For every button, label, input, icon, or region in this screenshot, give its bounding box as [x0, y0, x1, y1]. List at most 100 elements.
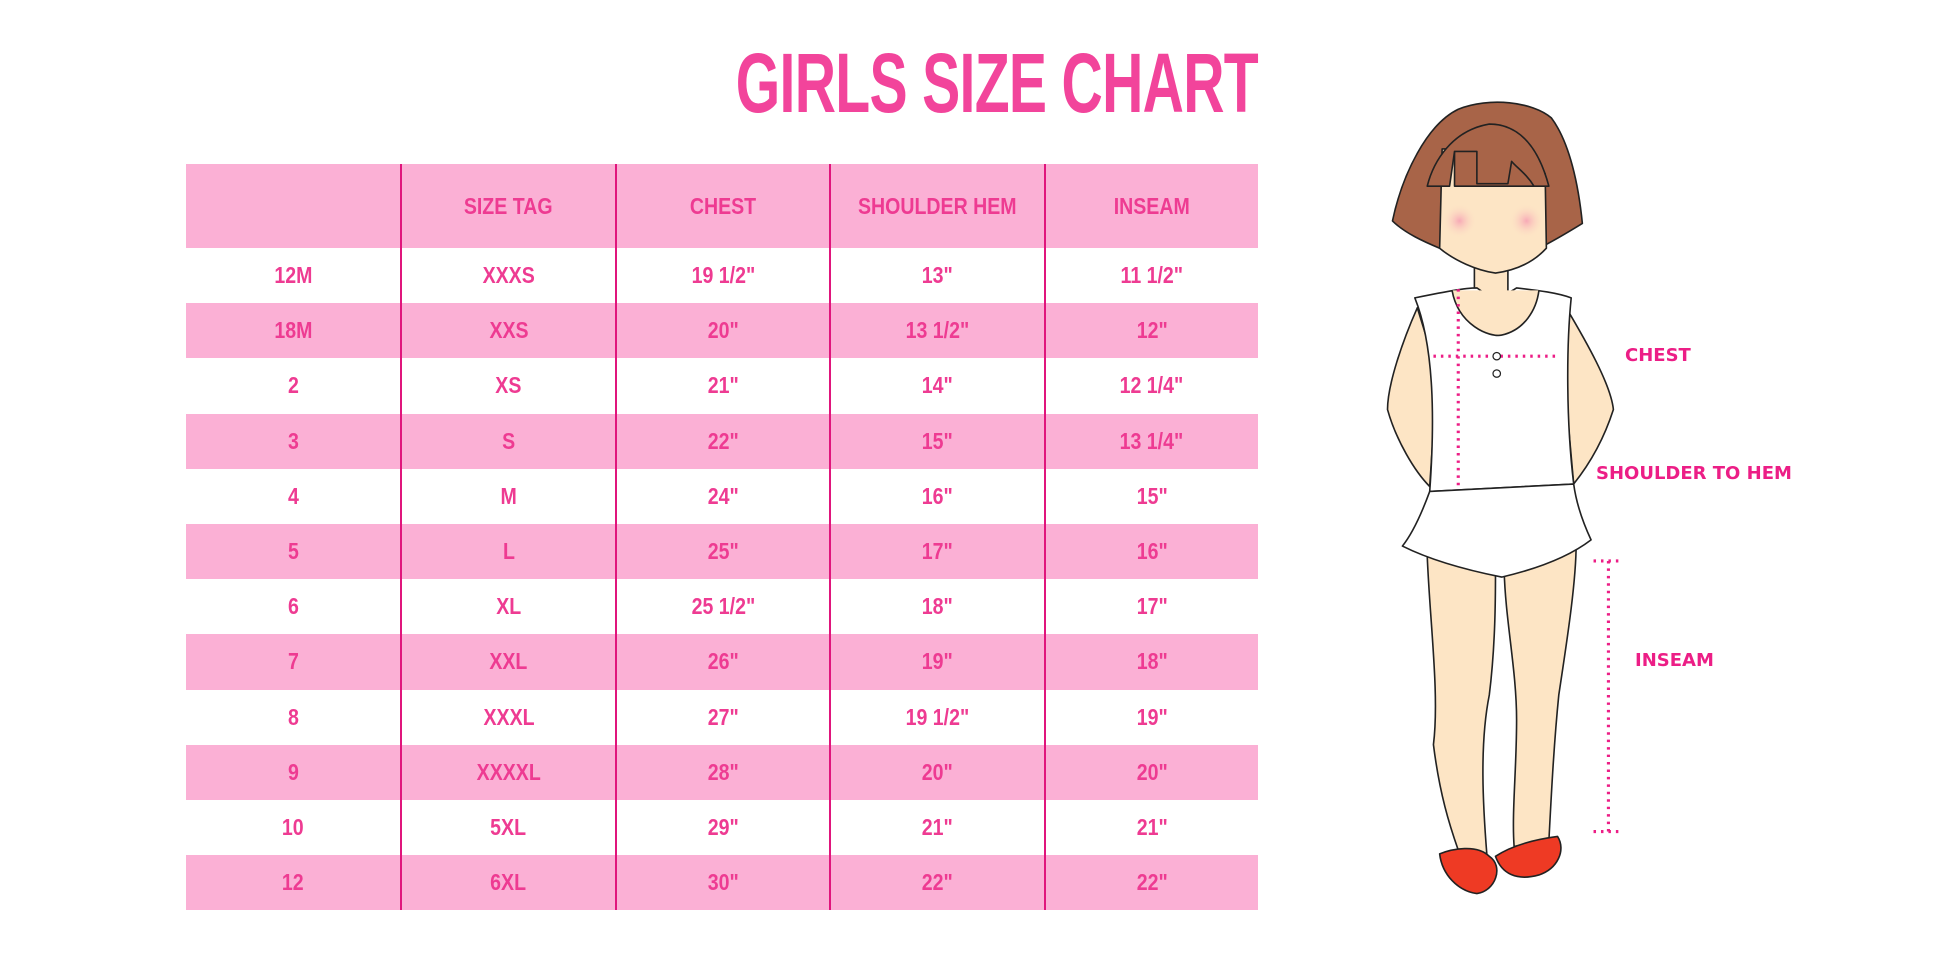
header-cell: SHOULDER HEM	[829, 164, 1043, 248]
cell-value: 8	[287, 703, 299, 730]
size-chart-table: SIZE TAG CHEST SHOULDER HEM INSEAM 12M XXXS 19…	[186, 164, 1258, 911]
table-cell: 18"	[829, 579, 1043, 635]
header-label: SIZE TAG	[464, 192, 553, 219]
table-cell: M	[400, 468, 614, 524]
table-row: 7 XXL 26" 19" 18"	[186, 634, 1258, 690]
table-cell: 27"	[614, 689, 829, 745]
table-cell: 5	[186, 524, 400, 579]
cell-value: M	[500, 482, 517, 509]
cell-value: 18"	[921, 593, 953, 620]
table-row: 18M XXS 20" 13 1/2" 12"	[186, 303, 1258, 359]
hair-bangs	[1426, 123, 1550, 187]
cell-value: 20"	[1136, 758, 1168, 785]
cell-value: XXL	[489, 648, 528, 675]
table-cell: 21"	[1043, 799, 1258, 856]
table-cell: 3	[186, 414, 400, 469]
cell-value: 29"	[707, 813, 739, 840]
header-cell: SIZE TAG	[400, 164, 614, 248]
table-cell: S	[400, 413, 614, 469]
table-header-row: SIZE TAG CHEST SHOULDER HEM INSEAM	[186, 164, 1258, 248]
cell-value: 12"	[1136, 317, 1168, 344]
left-leg	[1426, 555, 1497, 855]
table-row: 12M XXXS 19 1/2" 13" 11 1/2"	[186, 248, 1258, 304]
table-cell: 19"	[829, 634, 1043, 690]
inseam-label: INSEAM	[1635, 650, 1714, 671]
cell-value: 13"	[921, 262, 953, 289]
cell-value: 20"	[921, 758, 953, 785]
table-cell: 8	[186, 690, 400, 745]
cell-value: 22"	[1136, 869, 1168, 896]
header-cell	[186, 164, 400, 248]
cell-value: 21"	[707, 372, 739, 399]
table-cell: 18"	[1043, 634, 1258, 690]
table-cell: XXXL	[400, 689, 614, 745]
hair-back	[1391, 101, 1584, 250]
cell-value: 14"	[921, 372, 953, 399]
cell-value: 6	[287, 593, 299, 620]
page-title: GIRLS SIZE CHART	[735, 36, 1259, 130]
table-cell: 22"	[614, 413, 829, 469]
header-cell: CHEST	[614, 164, 829, 248]
table-cell: 19"	[1043, 689, 1258, 745]
table-row: 12 6XL 30" 22" 22"	[186, 855, 1258, 911]
cell-value: XXXS	[482, 262, 535, 289]
cell-value: XXS	[489, 317, 529, 344]
table-cell: 13"	[829, 248, 1043, 304]
cell-value: XL	[496, 593, 522, 620]
cell-value: 9	[287, 758, 299, 785]
table-cell: 24"	[614, 468, 829, 524]
cell-value: L	[502, 538, 515, 565]
table-cell: 15"	[1043, 468, 1258, 524]
table-row: 10 5XL 29" 21" 21"	[186, 799, 1258, 856]
table-cell: 21"	[614, 358, 829, 414]
measurement-lines	[1433, 289, 1621, 834]
cell-value: 11 1/2"	[1120, 262, 1184, 289]
cell-value: 19"	[921, 648, 953, 675]
shoulder-to-hem-label: SHOULDER TO HEM	[1596, 463, 1792, 484]
table-cell: 15"	[829, 413, 1043, 469]
table-cell: 29"	[614, 799, 829, 856]
cell-value: 6XL	[490, 869, 527, 896]
neck	[1473, 253, 1509, 299]
table-cell: 22"	[1043, 855, 1258, 911]
table-cell: 16"	[1043, 523, 1258, 580]
cell-value: 17"	[921, 538, 953, 565]
table-row: 5 L 25" 17" 16"	[186, 523, 1258, 580]
table-cell: 11 1/2"	[1043, 248, 1258, 304]
table-cell: L	[400, 523, 614, 580]
table-cell: 6XL	[400, 855, 614, 911]
cell-value: 24"	[707, 482, 739, 509]
right-cheek	[1509, 203, 1544, 239]
cell-value: 18"	[1136, 648, 1168, 675]
cell-value: 20"	[707, 317, 739, 344]
cell-value: 12 1/4"	[1119, 372, 1184, 399]
dress-top	[1414, 287, 1575, 493]
table-cell: 19 1/2"	[614, 248, 829, 304]
cell-value: 25 1/2"	[691, 593, 755, 620]
table-cell: 2	[186, 358, 400, 413]
table-cell: 14"	[829, 358, 1043, 414]
table-cell: XXS	[400, 303, 614, 359]
header-cell: INSEAM	[1043, 164, 1258, 248]
button-icon	[1492, 351, 1502, 361]
right-shoe	[1494, 835, 1562, 878]
table-cell: 17"	[1043, 579, 1258, 635]
table-cell: 13 1/2"	[829, 303, 1043, 359]
cell-value: 15"	[1136, 482, 1168, 509]
cell-value: 26"	[707, 648, 739, 675]
table-cell: 6	[186, 579, 400, 634]
cell-value: 19 1/2"	[691, 262, 755, 289]
table-cell: 12M	[186, 248, 400, 303]
table-cell: 25"	[614, 523, 829, 580]
cell-value: 28"	[707, 758, 739, 785]
right-leg	[1503, 542, 1577, 848]
table-cell: 10	[186, 800, 400, 855]
table-cell: 18M	[186, 303, 400, 358]
cell-value: 5XL	[490, 813, 527, 840]
cell-value: 19 1/2"	[905, 703, 970, 730]
cell-value: 4	[287, 482, 299, 509]
cell-value: XXXXL	[476, 758, 541, 785]
table-cell: 12"	[1043, 303, 1258, 359]
table-cell: XXXS	[400, 248, 614, 304]
left-cheek	[1442, 203, 1477, 239]
